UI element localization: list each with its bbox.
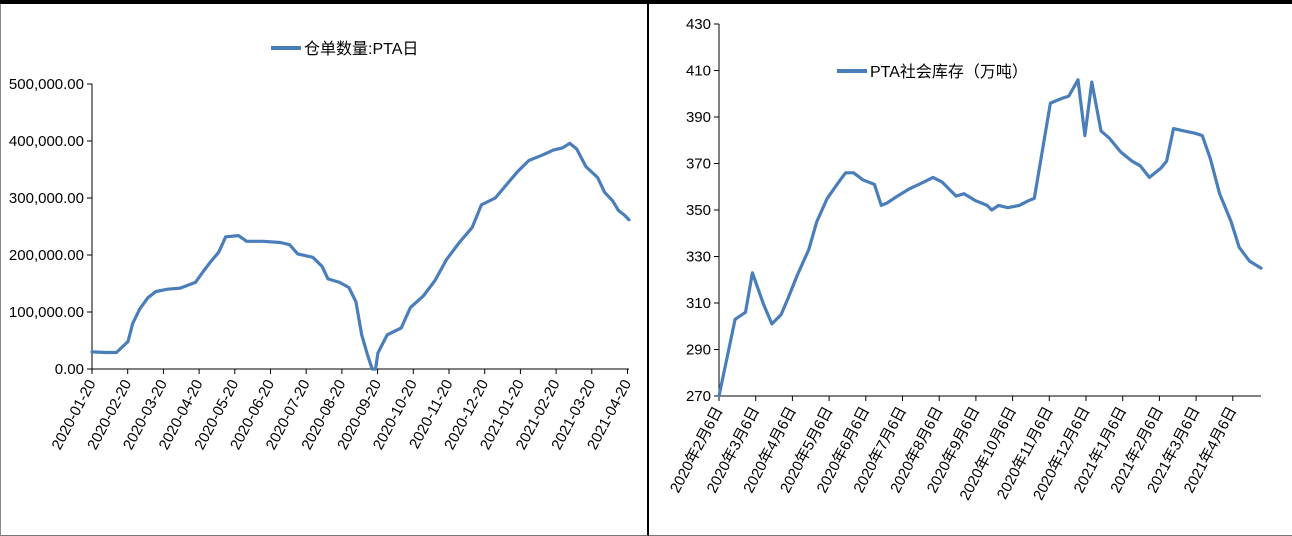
warehouse-receipt-chart-panel: 0.00 100,000.00 200,000.00 300,000.00 400,00… — [0, 4, 649, 536]
series-line — [717, 78, 1263, 398]
legend-label: 仓单数量:PTA日 — [304, 40, 418, 58]
y-tick-label: 410 — [686, 63, 711, 80]
y-tick-label: 500,000.00 — [9, 76, 84, 93]
series-line — [90, 141, 631, 371]
y-tick-label: 0.00 — [55, 361, 84, 378]
top-border-line — [0, 0, 1292, 4]
y-tick-label: 330 — [686, 249, 711, 266]
warehouse-receipt-chart: 0.00 100,000.00 200,000.00 300,000.00 400,00… — [9, 40, 635, 453]
y-tick-label: 350 — [686, 202, 711, 219]
y-tick-label: 310 — [686, 295, 711, 312]
legend-label: PTA社会库存（万吨） — [870, 63, 1028, 81]
y-tick-label: 200,000.00 — [9, 247, 84, 264]
y-tick-label: 400,000.00 — [9, 133, 84, 150]
y-tick-label: 270 — [686, 388, 711, 405]
social-inventory-chart-panel: 270 290 310 330 350 370 390 410 430 2020年2月6日 2020… — [649, 4, 1292, 536]
y-tick-label: 370 — [686, 156, 711, 173]
y-tick-label: 290 — [686, 342, 711, 359]
y-tick-label: 390 — [686, 109, 711, 126]
y-tick-label: 430 — [686, 16, 711, 33]
y-tick-label: 100,000.00 — [9, 304, 84, 321]
y-tick-label: 300,000.00 — [9, 190, 84, 207]
social-inventory-chart: 2702903103303503703904104302020年2月6日2020… — [667, 16, 1263, 503]
